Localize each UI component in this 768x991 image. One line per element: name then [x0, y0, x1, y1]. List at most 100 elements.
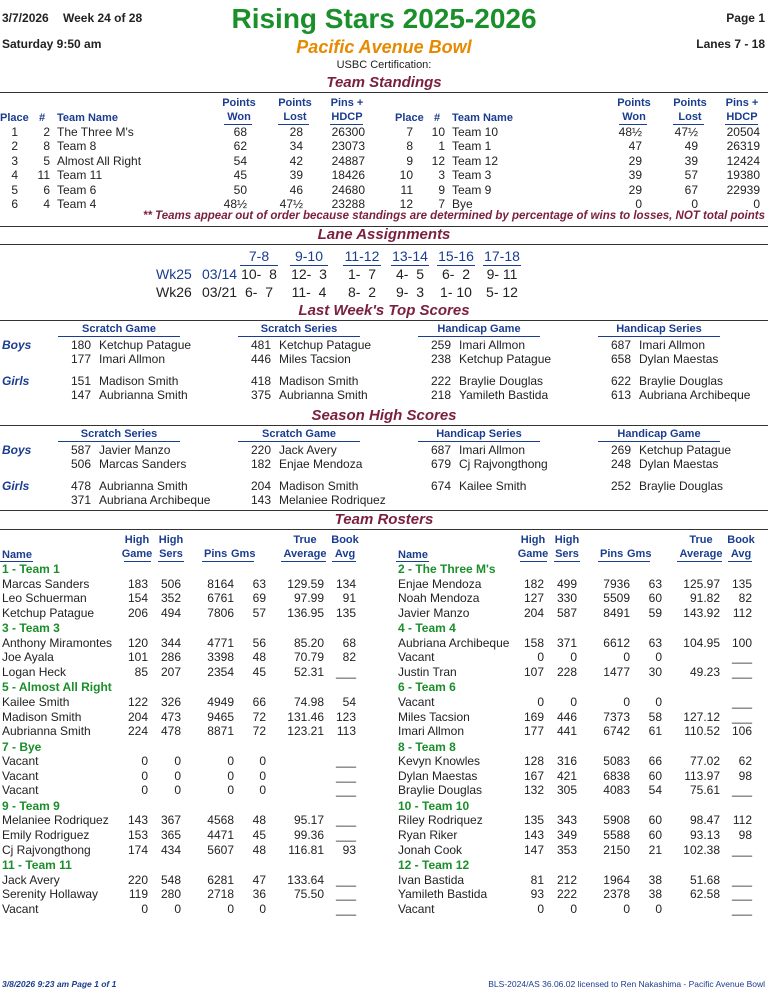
standing-pins-hdcp: 23073 [331, 139, 365, 154]
standing-points-lost: 49 [684, 139, 698, 154]
roster-games: 0 [655, 695, 662, 709]
score-column-underline [598, 336, 720, 337]
score-value: 375 [250, 388, 271, 403]
score-value: 180 [70, 338, 91, 352]
header-underline [725, 124, 758, 125]
score-column-underline [58, 336, 180, 337]
roster-pins: 6761 [207, 591, 234, 606]
roster-high-series: 330 [556, 591, 577, 606]
roster-player-name: Jack Avery [2, 872, 60, 887]
score-bowler: Kailee Smith [459, 479, 527, 493]
roster-player-name: Enjae Mendoza [398, 576, 482, 591]
roster-high-game: 182 [523, 576, 544, 591]
roster-team-name: 6 - Team 6 [398, 680, 456, 695]
roster-true-average: 93.13 [689, 828, 720, 842]
standing-place: 12 [399, 197, 413, 211]
roster-high-game: 0 [537, 650, 544, 665]
score-column-header: Handicap Series [436, 428, 522, 440]
roster-high-series: 207 [160, 665, 181, 679]
roster-true-average: 123.21 [287, 724, 324, 739]
roster-games: 66 [648, 754, 662, 769]
roster-team-name: 1 - Team 1 [2, 562, 60, 576]
roster-games: 48 [252, 842, 266, 857]
divider [0, 320, 768, 321]
roster-header-high-game: High [520, 534, 546, 546]
lane-pair-underline [483, 265, 521, 266]
divider [0, 425, 768, 426]
lane-pair-15-16: 15-16 [438, 248, 474, 264]
divider [0, 92, 768, 93]
header-underline [619, 124, 647, 125]
standing-team-number: 4 [43, 197, 50, 211]
score-value: 248 [610, 457, 631, 472]
roster-games: 36 [252, 887, 266, 902]
roster-book-average: 135 [731, 576, 752, 591]
roster-book-average: 134 [335, 576, 356, 591]
score-bowler: Imari Allmon [459, 443, 526, 457]
roster-true-average: 129.59 [287, 576, 324, 591]
roster-header-underline [332, 561, 356, 562]
score-value: 182 [250, 457, 271, 472]
roster-player-name: Yamileth Bastida [398, 887, 488, 902]
roster-true-average: 97.99 [293, 591, 324, 606]
roster-high-series: 305 [556, 783, 577, 798]
lanes-title: Lane Assignments [317, 226, 451, 243]
roster-high-game: 81 [530, 872, 544, 887]
standing-team-number: 1 [438, 139, 445, 154]
standing-place: 2 [11, 139, 18, 154]
roster-high-series: 349 [556, 828, 577, 842]
standing-team-number: 11 [37, 168, 50, 183]
roster-true-average: 85.20 [293, 635, 324, 650]
roster-player-name: Vacant [2, 768, 39, 783]
roster-book-average: ___ [335, 887, 356, 902]
roster-games: 60 [648, 591, 662, 606]
standing-pins-hdcp: 23288 [331, 197, 365, 211]
lane-matchup: 1- 7 [347, 266, 376, 282]
roster-header-underline [520, 561, 547, 562]
roster-book-average: 93 [342, 842, 356, 857]
roster-header-high-series: High [158, 534, 184, 546]
roster-player-name: Ryan Riker [398, 828, 458, 842]
standings-title: Team Standings [326, 74, 442, 91]
standing-team-name: Team 12 [452, 153, 499, 168]
score-bowler: Enjae Mendoza [279, 457, 363, 472]
roster-pins: 0 [227, 901, 234, 916]
roster-book-average: ___ [731, 842, 752, 857]
roster-true-average: 77.02 [689, 754, 720, 769]
roster-header-name: Name [398, 549, 428, 561]
score-bowler: Yamileth Bastida [459, 388, 549, 403]
roster-high-series: 434 [160, 842, 181, 857]
league-title: Rising Stars 2025-2026 [231, 3, 537, 34]
roster-pins: 7936 [603, 576, 630, 591]
lane-matchup: 4- 5 [395, 266, 424, 282]
girls-label: Girls [2, 374, 30, 388]
standing-team-number: 3 [438, 168, 445, 183]
roster-true-average: 143.92 [683, 605, 720, 620]
roster-player-name: Leo Schuerman [2, 591, 87, 606]
roster-header-high-game: High [124, 534, 150, 546]
roster-book-average: ___ [731, 650, 752, 665]
roster-header-true-average: Average [679, 548, 723, 560]
score-bowler: Javier Manzo [99, 443, 171, 457]
roster-header-high-series: High [554, 534, 580, 546]
header-pins-hdcp: Pins + [330, 97, 364, 109]
roster-player-name: Serenity Hollaway [2, 887, 99, 902]
score-value: 147 [70, 388, 91, 403]
lane-pair-underline [437, 265, 475, 266]
roster-games: 0 [655, 650, 662, 665]
roster-high-series: 286 [160, 650, 181, 665]
roster-high-series: 421 [556, 768, 577, 783]
score-bowler: Braylie Douglas [459, 374, 544, 388]
roster-header-underline [728, 561, 752, 562]
roster-header-underline [124, 561, 151, 562]
roster-team-name: 2 - The Three M's [398, 562, 496, 576]
roster-player-name: Vacant [398, 901, 435, 916]
usbc-cert: USBC Certification: [336, 59, 432, 71]
roster-pins: 5083 [603, 754, 630, 769]
roster-header-underline [396, 561, 429, 562]
roster-book-average: 112 [732, 813, 752, 828]
standing-points-won: 62 [233, 139, 247, 154]
score-value: 687 [430, 443, 451, 457]
roster-high-series: 353 [556, 842, 577, 857]
standing-points-lost: 67 [684, 182, 698, 197]
